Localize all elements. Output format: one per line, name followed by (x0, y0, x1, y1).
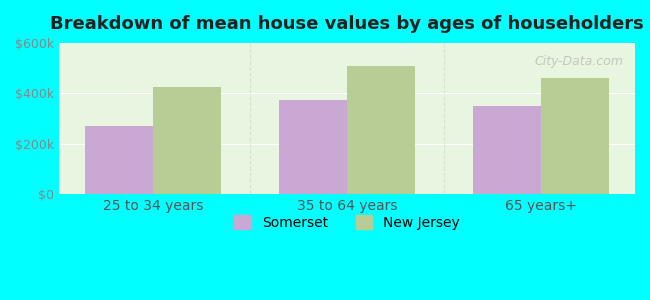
Legend: Somerset, New Jersey: Somerset, New Jersey (228, 209, 465, 236)
Text: City-Data.com: City-Data.com (534, 55, 623, 68)
Title: Breakdown of mean house values by ages of householders: Breakdown of mean house values by ages o… (50, 15, 644, 33)
Bar (85, 126, 153, 194)
Bar (347, 66, 415, 194)
Bar (473, 106, 541, 194)
Bar (153, 87, 221, 194)
Bar (541, 78, 609, 194)
Bar (279, 100, 347, 194)
